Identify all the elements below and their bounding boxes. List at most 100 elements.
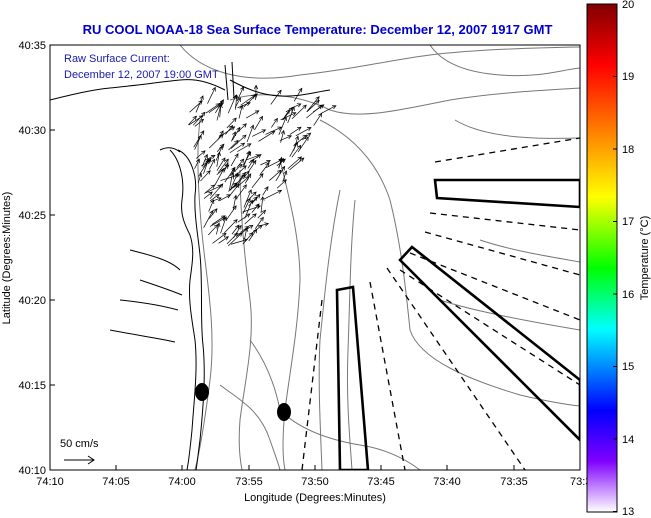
current-vector-head	[201, 150, 206, 155]
current-vector	[251, 224, 263, 234]
current-vector-head	[237, 224, 242, 230]
current-vector	[237, 123, 247, 133]
current-vector-head	[283, 170, 288, 176]
current-vector-head	[231, 167, 236, 173]
current-vector-head	[208, 191, 213, 196]
current-vector	[289, 142, 298, 157]
current-vector-head	[235, 173, 241, 178]
current-vector-head	[224, 158, 229, 164]
current-vector-head	[247, 151, 252, 156]
y-tick-labels: 40:35 40:30 40:25 40:20 40:15 40:10	[18, 40, 46, 477]
current-vector-head	[260, 196, 265, 201]
current-vector-head	[218, 183, 224, 188]
current-vector-head	[299, 157, 305, 162]
current-vector-head	[306, 127, 312, 132]
current-vector	[230, 239, 248, 245]
current-vector-head	[280, 129, 285, 135]
current-vector	[235, 165, 247, 176]
current-vector	[306, 105, 322, 119]
map-area	[50, 45, 580, 470]
x-tick-label: 73:3	[570, 476, 591, 488]
current-vector-head	[233, 232, 239, 238]
current-vector-head	[259, 173, 264, 178]
current-vector	[289, 126, 302, 135]
current-vector-head	[281, 165, 286, 171]
current-vector	[233, 225, 242, 239]
current-vector-head	[242, 123, 247, 128]
current-vector	[280, 112, 296, 121]
current-vector-head	[242, 184, 247, 189]
current-vector-head	[264, 186, 269, 191]
current-vector	[244, 200, 253, 219]
current-vector-head	[236, 126, 241, 132]
sector-outlines	[335, 178, 580, 470]
current-vector	[271, 118, 278, 128]
current-vector	[229, 142, 245, 154]
current-vector	[205, 103, 220, 114]
current-vector	[320, 105, 337, 114]
current-vector	[208, 134, 224, 149]
current-vector-head	[304, 136, 309, 141]
current-vector	[251, 203, 260, 213]
surface-current-vectors	[188, 84, 337, 247]
annotation-line-2: December 12, 2007 19:00 GMT	[64, 69, 219, 81]
x-tick-label: 74:05	[102, 476, 130, 488]
current-vector	[227, 183, 240, 199]
current-vector-head	[221, 215, 226, 220]
current-vector-head	[244, 226, 250, 231]
x-tick-label: 73:40	[433, 476, 461, 488]
current-vector-head	[259, 216, 264, 222]
current-vector-head	[201, 111, 206, 117]
current-vector-head	[246, 101, 251, 106]
current-vector	[216, 152, 220, 167]
current-vector-head	[221, 157, 226, 162]
current-vector	[215, 99, 224, 114]
y-tick-label: 40:30	[18, 125, 46, 137]
current-vector	[276, 179, 287, 189]
current-vector	[209, 194, 220, 202]
current-vector-head	[250, 158, 255, 164]
current-vector-head	[294, 141, 299, 147]
current-vector	[194, 135, 202, 150]
colorbar	[586, 3, 618, 513]
current-vector	[237, 174, 245, 185]
current-vector	[237, 102, 251, 109]
current-vector	[209, 217, 226, 227]
current-vector-head	[198, 172, 203, 178]
current-vector-head	[197, 134, 202, 140]
current-vector-head	[249, 199, 254, 205]
current-vector	[245, 191, 257, 203]
current-vector-head	[302, 134, 308, 139]
current-vector-head	[258, 115, 263, 121]
current-vector	[244, 213, 257, 225]
current-vector	[258, 223, 269, 227]
current-vector	[217, 158, 229, 173]
current-vector-head	[217, 197, 222, 202]
current-vector-head	[317, 112, 323, 118]
colorbar-ticks	[613, 3, 617, 512]
current-vector-head	[251, 94, 256, 99]
current-vector	[258, 130, 275, 142]
current-vector	[220, 174, 240, 181]
y-tick-label: 40:10	[18, 465, 46, 477]
dashed-sector-lines	[301, 137, 580, 470]
current-vector	[204, 184, 215, 194]
current-vector-head	[265, 162, 270, 167]
current-vector-head	[253, 84, 259, 90]
current-vector	[283, 107, 293, 120]
current-vector	[203, 191, 213, 199]
current-vector-head	[203, 153, 208, 159]
current-vector	[252, 129, 266, 137]
colorbar-label: Temperature (°C)	[639, 216, 651, 300]
current-vector-head	[211, 158, 215, 164]
current-vector-head	[209, 210, 214, 215]
current-vector-head	[256, 193, 261, 199]
current-vector-head	[247, 189, 252, 194]
current-vector-head	[285, 109, 290, 114]
x-tick-label: 73:45	[367, 476, 395, 488]
current-vector	[259, 162, 270, 175]
current-vector	[216, 222, 220, 235]
current-vector-head	[199, 118, 205, 124]
current-vector	[287, 156, 302, 170]
current-vector	[291, 104, 307, 120]
